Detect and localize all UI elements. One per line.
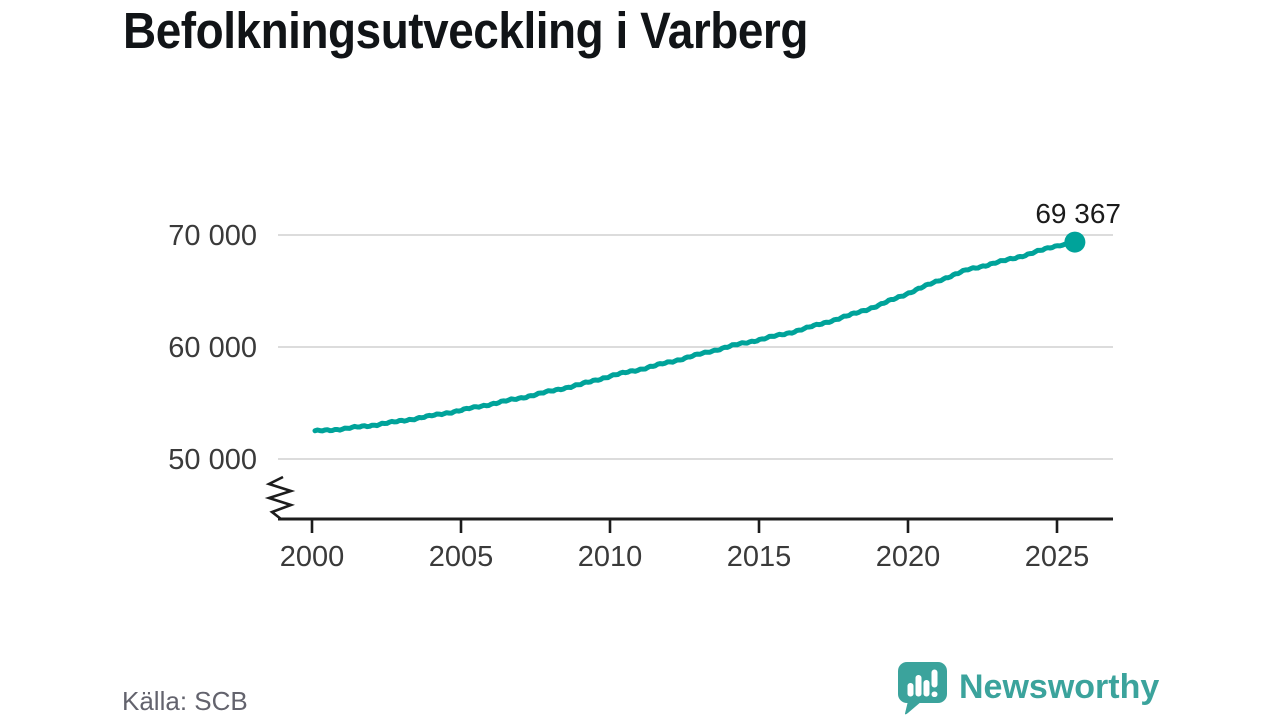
end-point-label: 69 367 xyxy=(1035,198,1121,229)
x-axis-tick-label: 2015 xyxy=(727,541,792,573)
x-axis-tick-label: 2025 xyxy=(1025,541,1090,573)
y-axis-tick-label: 50 000 xyxy=(168,444,257,476)
logo-exclamation-dot xyxy=(931,691,938,697)
chart-title: Befolkningsutveckling i Varberg xyxy=(123,2,808,59)
y-axis-tick-label: 70 000 xyxy=(168,220,257,252)
newsworthy-logo: Newsworthy xyxy=(895,660,1159,718)
axis-break-icon xyxy=(264,475,296,521)
x-axis-tick-label: 2000 xyxy=(280,541,345,573)
logo-exclamation-bar xyxy=(931,669,938,688)
gridlines xyxy=(278,234,1113,460)
end-point-dot xyxy=(1064,231,1086,253)
x-axis-ticks xyxy=(310,519,1059,533)
x-axis-tick-label: 2020 xyxy=(876,541,941,573)
logo-bar-medium xyxy=(923,680,930,697)
source-label: Källa: SCB xyxy=(122,686,248,716)
x-axis-tick-label: 2010 xyxy=(578,541,643,573)
newsworthy-wordmark: Newsworthy xyxy=(959,668,1160,706)
population-series-line xyxy=(312,239,1078,434)
y-axis-labels: 70 000 60 000 50 000 xyxy=(168,220,257,476)
logo-bar-tall xyxy=(915,675,922,697)
y-axis-tick-label: 60 000 xyxy=(168,332,257,364)
x-axis-tick-label: 2005 xyxy=(429,541,494,573)
newsworthy-logo-icon xyxy=(898,662,947,715)
logo-bar-short xyxy=(907,683,914,697)
x-axis-labels: 2000 2005 2010 2015 2020 2025 xyxy=(280,541,1090,573)
